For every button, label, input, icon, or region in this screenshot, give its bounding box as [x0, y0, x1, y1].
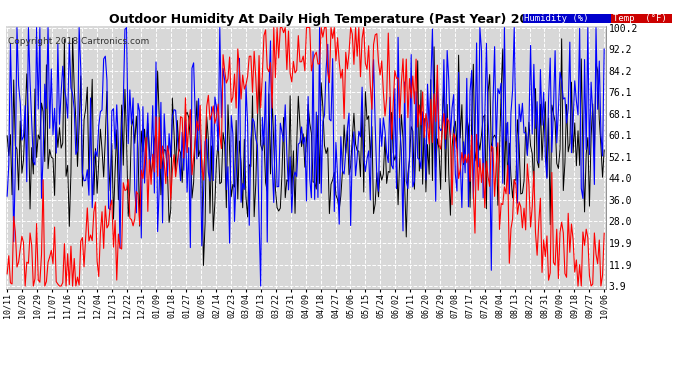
Text: Temp  (°F): Temp (°F): [613, 14, 667, 23]
Text: Humidity (%): Humidity (%): [524, 14, 589, 23]
Text: Outdoor Humidity At Daily High Temperature (Past Year) 20181011: Outdoor Humidity At Daily High Temperatu…: [109, 13, 581, 26]
Text: Copyright 2018 Cartronics.com: Copyright 2018 Cartronics.com: [8, 38, 150, 46]
